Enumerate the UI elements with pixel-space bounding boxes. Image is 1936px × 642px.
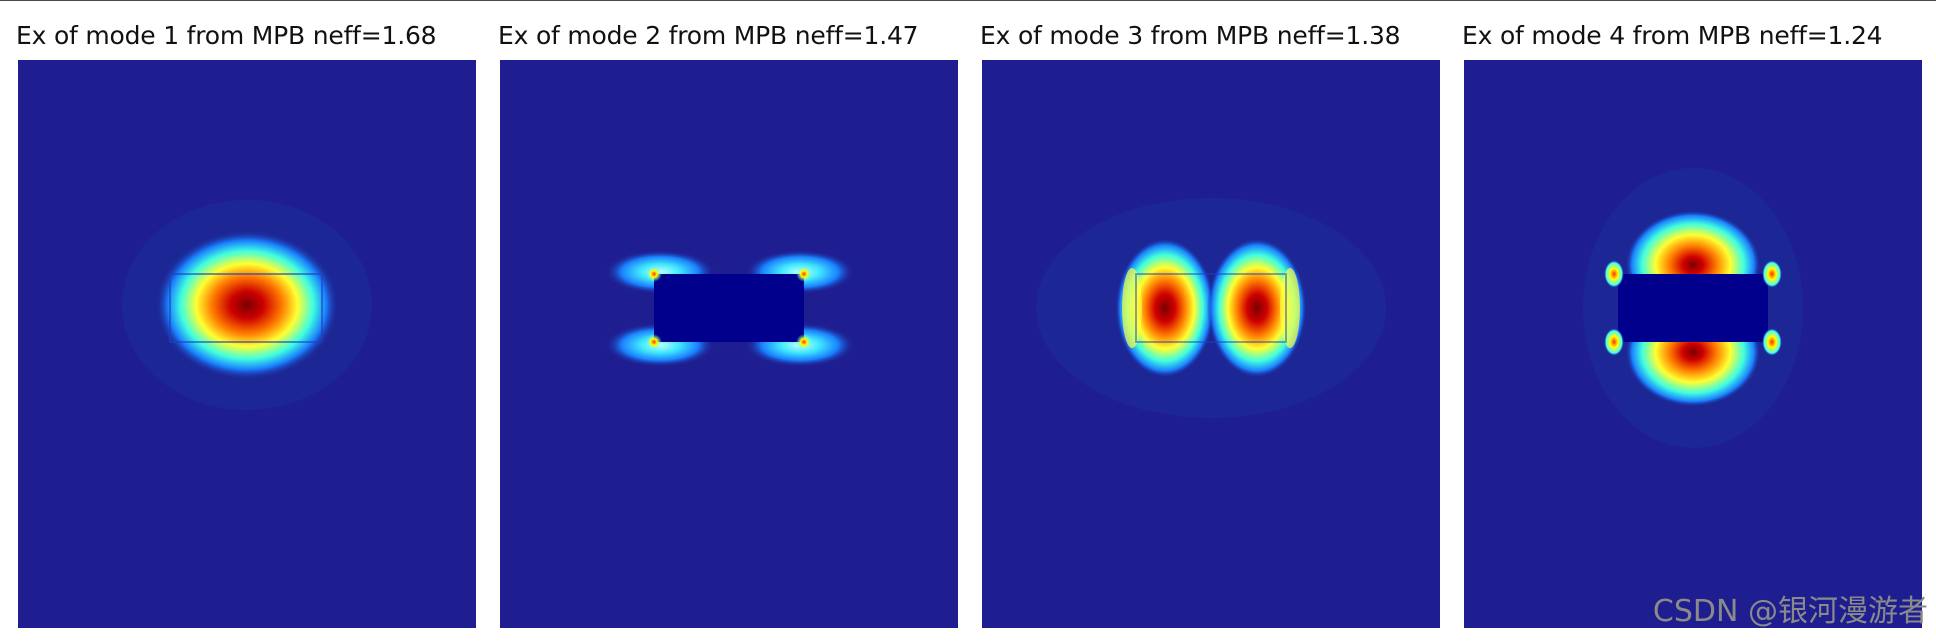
- mode-panel-1: Ex of mode 1 from MPB neff=1.68: [16, 0, 476, 630]
- waveguide-core: [654, 274, 804, 342]
- top-rule: [0, 0, 1936, 1]
- mode-field-image: [982, 60, 1440, 628]
- panel-title: Ex of mode 1 from MPB neff=1.68: [16, 21, 437, 50]
- field-background: [500, 60, 958, 628]
- panel-title: Ex of mode 2 from MPB neff=1.47: [498, 21, 919, 50]
- mode-field-image: [1464, 60, 1922, 628]
- watermark: CSDN @银河漫游者: [1652, 594, 1928, 629]
- waveguide-core: [169, 273, 323, 343]
- field-background: [982, 60, 1440, 628]
- panel-title: Ex of mode 3 from MPB neff=1.38: [980, 21, 1401, 50]
- mode-panel-3: Ex of mode 3 from MPB neff=1.38: [980, 0, 1440, 630]
- mode-lobe: [155, 230, 339, 380]
- mode-field-image: [500, 60, 958, 628]
- waveguide-core: [1135, 273, 1287, 343]
- mode-panel-2: Ex of mode 2 from MPB neff=1.47: [498, 0, 958, 630]
- waveguide-core: [1618, 274, 1768, 342]
- mode-panel-4: Ex of mode 4 from MPB neff=1.24: [1462, 0, 1922, 630]
- mode-field-image: [18, 60, 476, 628]
- panel-title: Ex of mode 4 from MPB neff=1.24: [1462, 21, 1883, 50]
